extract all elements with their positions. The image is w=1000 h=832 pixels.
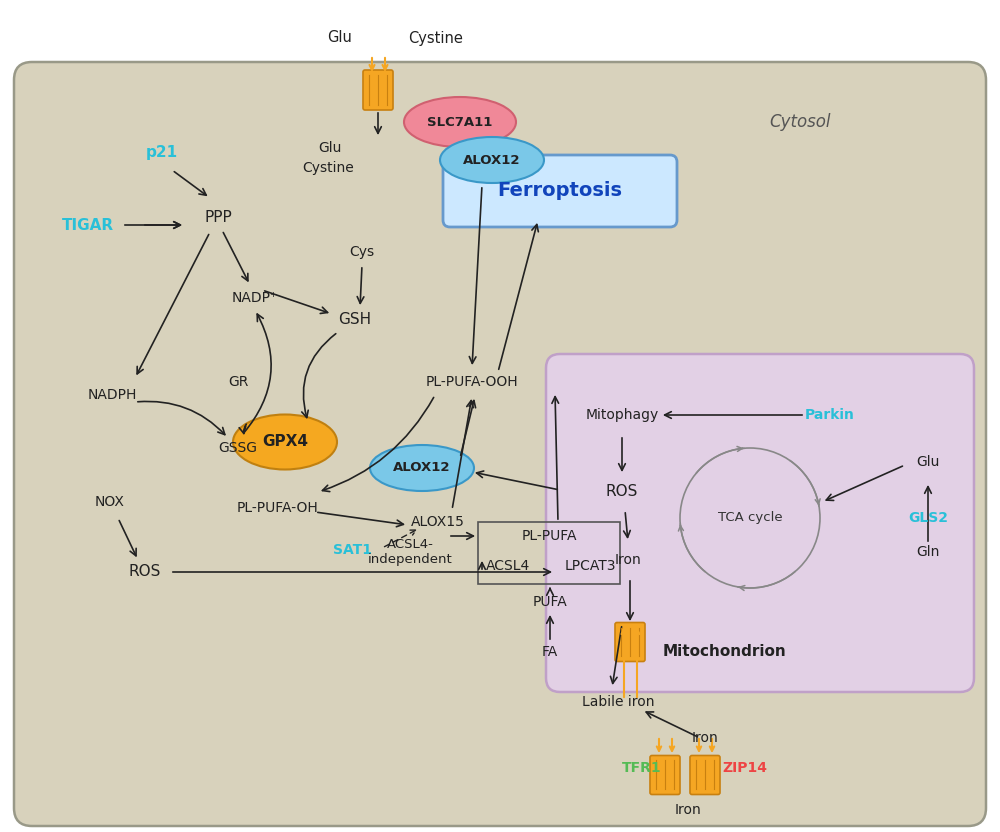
Text: Parkin: Parkin bbox=[805, 408, 855, 422]
Ellipse shape bbox=[370, 445, 474, 491]
Text: NOX: NOX bbox=[95, 495, 125, 509]
Text: Cytosol: Cytosol bbox=[769, 113, 831, 131]
Text: NADP⁺: NADP⁺ bbox=[232, 291, 278, 305]
Text: GR: GR bbox=[228, 375, 248, 389]
Text: GSSG: GSSG bbox=[218, 441, 258, 455]
Text: ROS: ROS bbox=[129, 564, 161, 580]
Text: GLS2: GLS2 bbox=[908, 511, 948, 525]
FancyBboxPatch shape bbox=[615, 622, 645, 661]
FancyBboxPatch shape bbox=[14, 62, 986, 826]
Text: Glu: Glu bbox=[318, 141, 342, 155]
FancyBboxPatch shape bbox=[363, 70, 393, 110]
Text: ALOX12: ALOX12 bbox=[393, 462, 451, 474]
Text: PL-PUFA: PL-PUFA bbox=[521, 529, 577, 543]
Text: FA: FA bbox=[542, 645, 558, 659]
FancyBboxPatch shape bbox=[546, 354, 974, 692]
Text: Cystine: Cystine bbox=[408, 31, 463, 46]
Text: p21: p21 bbox=[146, 145, 178, 160]
Text: Cys: Cys bbox=[349, 245, 375, 259]
Text: Mitochondrion: Mitochondrion bbox=[663, 645, 787, 660]
Text: SAT1: SAT1 bbox=[332, 543, 372, 557]
Text: ROS: ROS bbox=[606, 484, 638, 499]
Bar bbox=[478, 522, 620, 584]
Text: ALOX15: ALOX15 bbox=[411, 515, 465, 529]
Text: TCA cycle: TCA cycle bbox=[718, 512, 782, 524]
Text: Iron: Iron bbox=[675, 803, 701, 817]
Text: Gln: Gln bbox=[916, 545, 940, 559]
Text: Mitophagy: Mitophagy bbox=[585, 408, 659, 422]
Text: TFR1: TFR1 bbox=[622, 761, 662, 775]
Text: NADPH: NADPH bbox=[87, 388, 137, 402]
Text: LPCAT3: LPCAT3 bbox=[564, 559, 616, 573]
Ellipse shape bbox=[404, 97, 516, 147]
Text: Labile iron: Labile iron bbox=[582, 695, 654, 709]
FancyBboxPatch shape bbox=[443, 155, 677, 227]
Text: PL-PUFA-OOH: PL-PUFA-OOH bbox=[426, 375, 518, 389]
Text: Glu: Glu bbox=[327, 31, 352, 46]
Text: GSH: GSH bbox=[338, 313, 372, 328]
Text: ALOX12: ALOX12 bbox=[463, 153, 521, 166]
Text: Iron: Iron bbox=[692, 731, 718, 745]
Text: ZIP14: ZIP14 bbox=[722, 761, 768, 775]
FancyBboxPatch shape bbox=[650, 755, 680, 795]
Text: ACSL4-
independent: ACSL4- independent bbox=[368, 538, 452, 566]
Ellipse shape bbox=[440, 137, 544, 183]
Text: PL-PUFA-OH: PL-PUFA-OH bbox=[237, 501, 319, 515]
Text: PUFA: PUFA bbox=[533, 595, 567, 609]
Text: Cystine: Cystine bbox=[302, 161, 354, 175]
Text: GPX4: GPX4 bbox=[262, 434, 308, 449]
Text: Glu: Glu bbox=[916, 455, 940, 469]
Text: Ferroptosis: Ferroptosis bbox=[498, 181, 622, 201]
Ellipse shape bbox=[233, 414, 337, 469]
Text: SLC7A11: SLC7A11 bbox=[427, 116, 493, 128]
FancyBboxPatch shape bbox=[690, 755, 720, 795]
Text: PPP: PPP bbox=[204, 210, 232, 225]
Text: Iron: Iron bbox=[615, 553, 641, 567]
Text: ACSL4: ACSL4 bbox=[486, 559, 530, 573]
Text: TIGAR: TIGAR bbox=[62, 217, 114, 232]
